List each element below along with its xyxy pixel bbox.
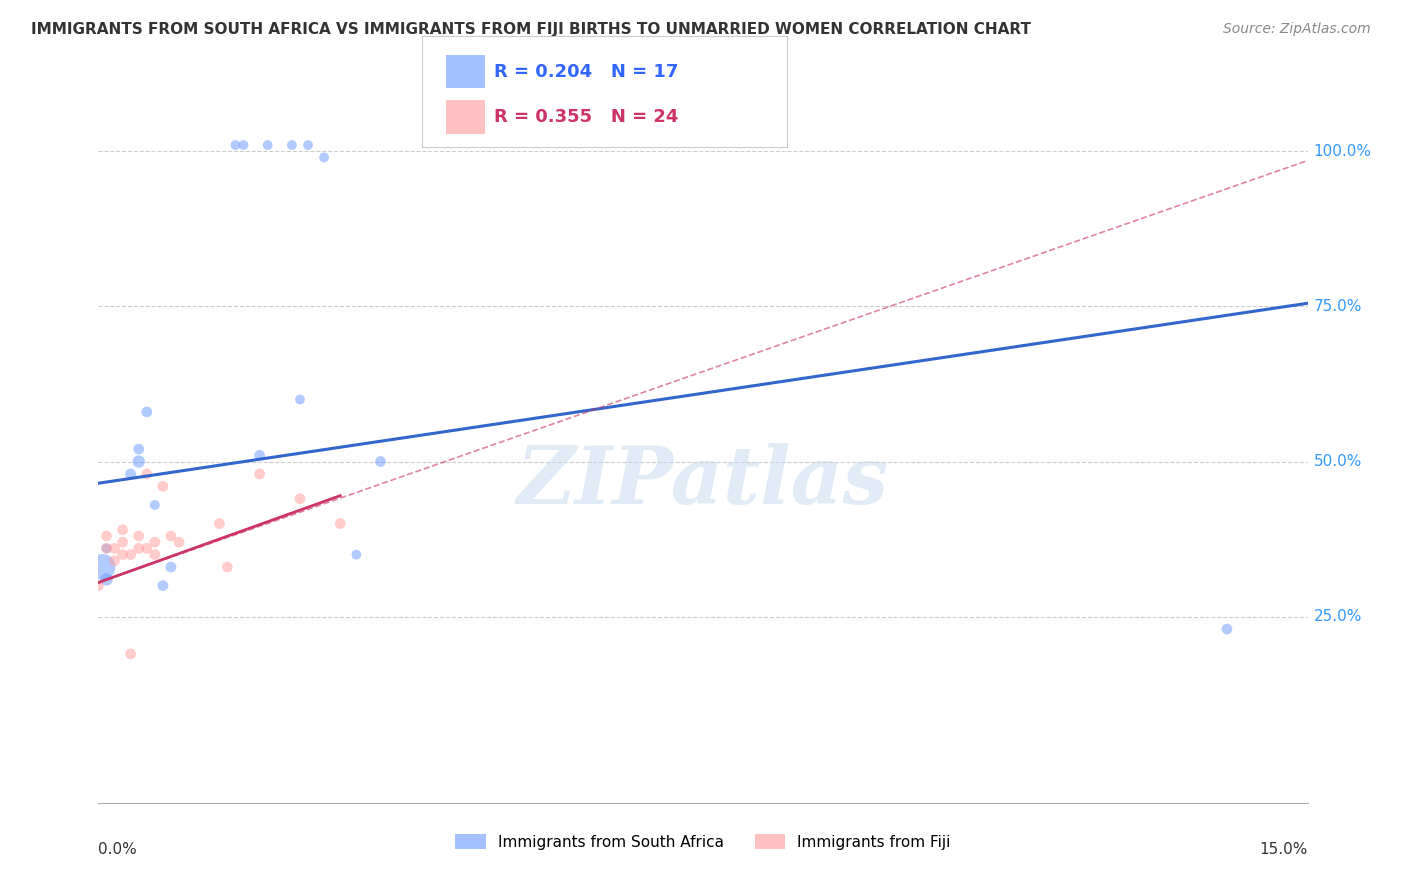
Point xyxy=(120,647,142,661)
Point xyxy=(103,554,125,568)
Text: 25.0%: 25.0% xyxy=(1313,609,1362,624)
Point xyxy=(111,548,134,562)
Point xyxy=(256,138,278,153)
Point xyxy=(314,151,336,165)
Point xyxy=(143,548,166,562)
Point xyxy=(167,535,190,549)
Point xyxy=(1216,622,1239,636)
Point xyxy=(120,548,142,562)
Point xyxy=(135,541,157,556)
Point xyxy=(111,523,134,537)
Text: 75.0%: 75.0% xyxy=(1313,299,1362,314)
Point xyxy=(249,448,271,462)
Point xyxy=(217,560,239,574)
Point xyxy=(143,498,166,512)
Point xyxy=(135,467,157,481)
Point xyxy=(135,405,157,419)
Text: Source: ZipAtlas.com: Source: ZipAtlas.com xyxy=(1223,22,1371,37)
Point xyxy=(297,138,319,153)
Point xyxy=(96,541,118,556)
Point xyxy=(96,541,118,556)
Point xyxy=(208,516,231,531)
Point xyxy=(329,516,352,531)
Point xyxy=(96,573,118,587)
Point xyxy=(120,467,142,481)
Point xyxy=(281,138,304,153)
Point xyxy=(128,541,150,556)
Text: 100.0%: 100.0% xyxy=(1313,144,1372,159)
Point xyxy=(288,392,311,407)
Point xyxy=(152,579,174,593)
Point xyxy=(249,467,271,481)
Text: R = 0.355   N = 24: R = 0.355 N = 24 xyxy=(494,108,678,126)
Point xyxy=(152,479,174,493)
Point xyxy=(96,529,118,543)
Point xyxy=(91,560,114,574)
Point xyxy=(232,138,254,153)
Point xyxy=(128,454,150,468)
Point xyxy=(160,560,183,574)
Point xyxy=(288,491,311,506)
Text: IMMIGRANTS FROM SOUTH AFRICA VS IMMIGRANTS FROM FIJI BIRTHS TO UNMARRIED WOMEN C: IMMIGRANTS FROM SOUTH AFRICA VS IMMIGRAN… xyxy=(31,22,1031,37)
Legend: Immigrants from South Africa, Immigrants from Fiji: Immigrants from South Africa, Immigrants… xyxy=(449,828,957,855)
Text: R = 0.204   N = 17: R = 0.204 N = 17 xyxy=(494,62,678,80)
Point xyxy=(87,579,110,593)
Point xyxy=(160,529,183,543)
Point xyxy=(128,442,150,456)
Point xyxy=(344,548,367,562)
Text: 50.0%: 50.0% xyxy=(1313,454,1362,469)
Text: ZIPatlas: ZIPatlas xyxy=(517,443,889,520)
Point xyxy=(103,541,125,556)
Point xyxy=(111,535,134,549)
Point xyxy=(128,529,150,543)
Text: 0.0%: 0.0% xyxy=(98,842,138,857)
Point xyxy=(143,535,166,549)
Point xyxy=(224,138,246,153)
Point xyxy=(370,454,392,468)
Text: 15.0%: 15.0% xyxy=(1260,842,1308,857)
